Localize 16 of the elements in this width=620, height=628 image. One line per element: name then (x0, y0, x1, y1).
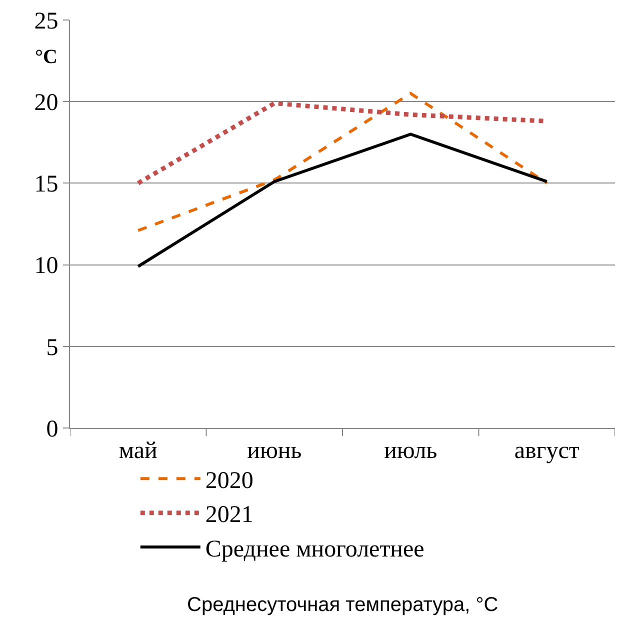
x-tick-label: июнь (247, 438, 302, 464)
x-tick-label: май (118, 438, 158, 464)
y-axis-title: °C (35, 46, 58, 68)
y-tick-label: 25 (34, 8, 58, 34)
x-tick-label: август (514, 438, 580, 464)
text: Среднесуточная температура, °C (187, 594, 498, 616)
x-tick-label: июль (384, 438, 438, 464)
legend-label: Среднее многолетнее (205, 536, 424, 562)
y-tick-label: 15 (34, 172, 58, 198)
legend-label: 2020 (205, 468, 254, 494)
y-tick-label: 0 (46, 416, 58, 442)
y-tick-label: 5 (46, 334, 58, 361)
y-tick-label: 10 (34, 253, 58, 280)
y-tick-label: 20 (34, 90, 58, 116)
legend-label: 2021 (205, 502, 254, 528)
line-series (136, 92, 548, 232)
